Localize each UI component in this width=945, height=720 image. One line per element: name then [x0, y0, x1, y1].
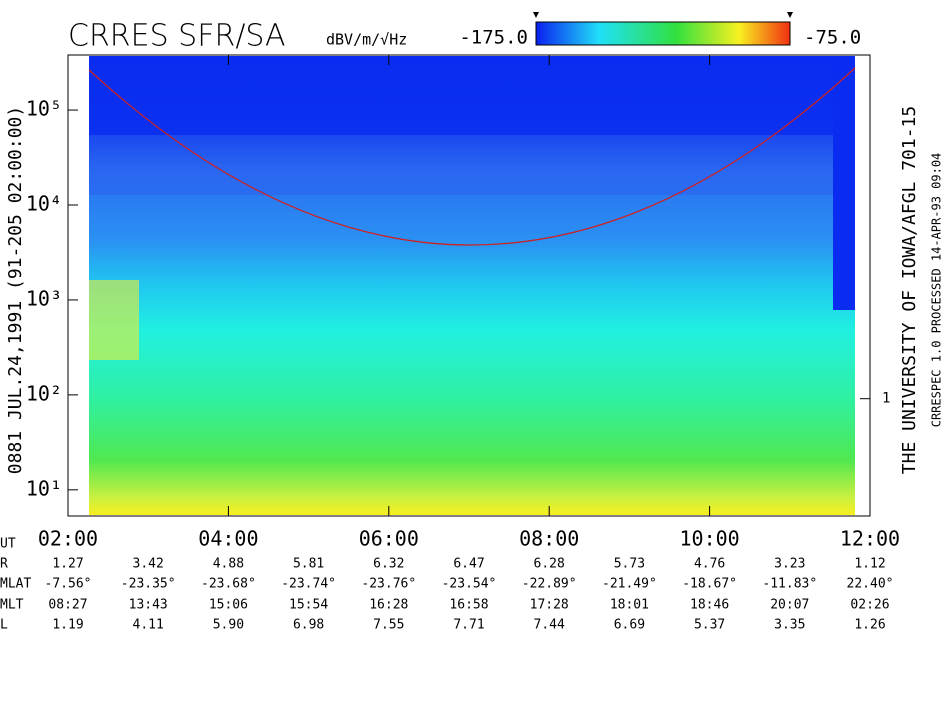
colorbar-tick [533, 12, 539, 18]
x-tick-label: 02:00 [38, 527, 98, 551]
ephemeris-value: 1.27 [52, 557, 83, 572]
ephemeris-value: 7.71 [453, 618, 484, 633]
ephemeris-value: 7.55 [373, 618, 404, 633]
spectrogram [88, 56, 856, 515]
x-tick-label: 04:00 [198, 527, 258, 551]
x-tick-label: 10:00 [679, 527, 739, 551]
ephemeris-value: 4.11 [133, 618, 164, 633]
colorbar-tick [787, 12, 793, 18]
chart-title: CRRES SFR/SA [68, 19, 286, 54]
x-tick-label: 06:00 [359, 527, 419, 551]
ephemeris-value: 6.69 [614, 618, 645, 633]
ephemeris-value: -18.67° [682, 577, 737, 592]
ephemeris-value: 16:58 [449, 598, 488, 613]
ephemeris-value: 1.26 [854, 618, 885, 633]
ephemeris-value: -22.89° [522, 577, 577, 592]
ephemeris-value: -23.35° [121, 577, 176, 592]
ephemeris-value: 3.23 [774, 557, 805, 572]
left-label: 0881 JUL.24,1991 (91-205 02:00:00) [5, 106, 26, 474]
ephemeris-value: 5.90 [213, 618, 244, 633]
gyrofrequency-curve [88, 67, 856, 246]
x-tick-label: 12:00 [840, 527, 900, 551]
ephemeris-value: 4.88 [213, 557, 244, 572]
ephemeris-value: -23.76° [361, 577, 416, 592]
ephemeris-value: 3.42 [133, 557, 164, 572]
ephemeris-value: 18:46 [690, 598, 729, 613]
y2-tick-label: 1 [882, 391, 890, 407]
ephemeris-value: 16:28 [369, 598, 408, 613]
ephemeris-value: 7.44 [534, 618, 565, 633]
ephemeris-value: 6.98 [293, 618, 324, 633]
ephemeris-value: 5.73 [614, 557, 645, 572]
x-tick-label: 08:00 [519, 527, 579, 551]
plot-frame [67, 54, 871, 517]
ephemeris-row-label: L [0, 618, 8, 633]
ephemeris-value: 6.32 [373, 557, 404, 572]
ephemeris-value: 15:54 [289, 598, 328, 613]
ephemeris-row-label: MLT [0, 598, 24, 613]
colorbar-tick-label: -175.0 [459, 27, 528, 49]
y-tick-label: 10¹ [26, 476, 62, 500]
ephemeris-value: 08:27 [48, 598, 87, 613]
spectrogram-patch [89, 280, 139, 360]
ephemeris-value: 3.35 [774, 618, 805, 633]
spectrogram-gap [833, 56, 855, 310]
ephemeris-value: -23.54° [442, 577, 497, 592]
ephemeris-value: 13:43 [129, 598, 168, 613]
ephemeris-value: -11.83° [762, 577, 817, 592]
ephemeris-value: -23.68° [201, 577, 256, 592]
ephemeris-value: 15:06 [209, 598, 248, 613]
colorbar [535, 21, 791, 46]
colorbar-tick-label: -75.0 [804, 27, 861, 49]
ephemeris-value: 4.76 [694, 557, 725, 572]
ephemeris-value: 18:01 [610, 598, 649, 613]
y-tick-label: 10⁵ [26, 97, 62, 121]
ephemeris-value: 1.12 [854, 557, 885, 572]
ephemeris-value: -21.49° [602, 577, 657, 592]
ephemeris-value: 20:07 [770, 598, 809, 613]
right-sublabel: CRRESPEC 1.0 PROCESSED 14-APR-93 09:04 [930, 153, 944, 428]
ephemeris-value: 5.81 [293, 557, 324, 572]
spectrogram-band [89, 135, 833, 195]
spectrogram-image [89, 56, 855, 515]
colorbar-label: dBV/m/√Hz [326, 31, 407, 49]
ephemeris-value: 1.19 [52, 618, 83, 633]
y-tick-label: 10² [26, 381, 62, 405]
ephemeris-value: 22.40° [847, 577, 894, 592]
ephemeris-value: -7.56° [45, 577, 92, 592]
time-label: UT [0, 537, 16, 552]
y-tick-label: 10⁴ [26, 191, 62, 215]
ephemeris-value: -23.74° [281, 577, 336, 592]
y-tick-label: 10³ [26, 286, 62, 310]
ephemeris-value: 17:28 [530, 598, 569, 613]
ephemeris-row-label: R [0, 557, 8, 572]
ephemeris-value: 02:26 [850, 598, 889, 613]
right-label: THE UNIVERSITY OF IOWA/AFGL 701-15 [899, 106, 920, 474]
ephemeris-value: 6.28 [534, 557, 565, 572]
ephemeris-row-label: MLAT [0, 577, 31, 592]
ephemeris-value: 6.47 [453, 557, 484, 572]
ephemeris-value: 5.37 [694, 618, 725, 633]
